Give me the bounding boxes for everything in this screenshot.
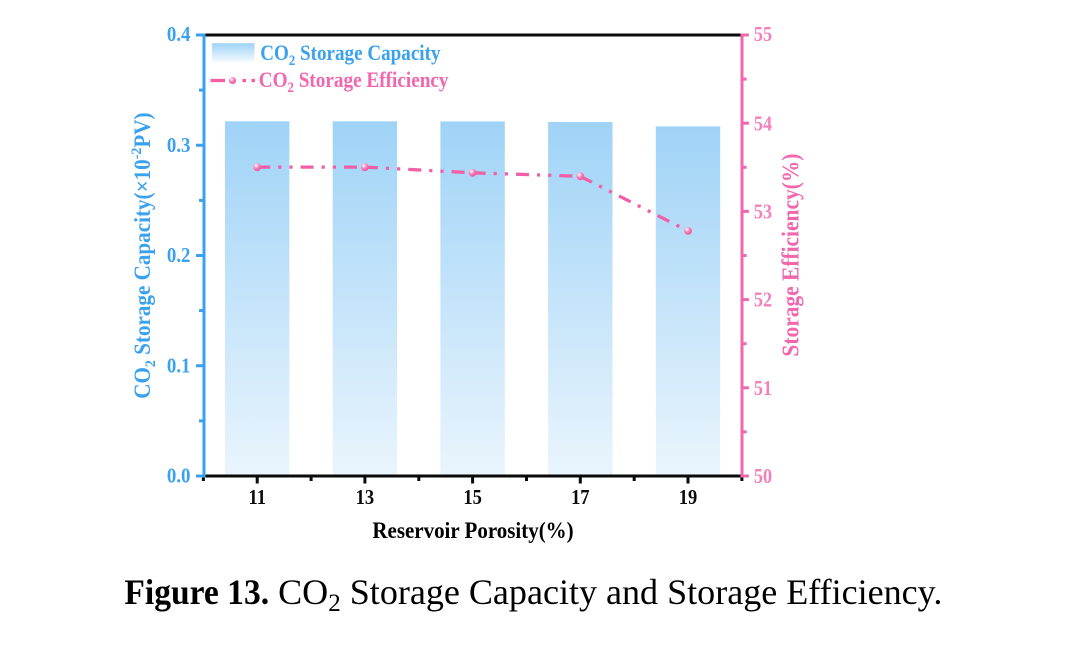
svg-text:0.4: 0.4 (167, 23, 191, 46)
svg-text:CO2 Storage Capacity(×10-2PV): CO2 Storage Capacity(×10-2PV) (128, 112, 159, 398)
svg-text:CO2 Storage Capacity: CO2 Storage Capacity (260, 39, 441, 69)
svg-text:CO2 Storage Efficiency: CO2 Storage Efficiency (259, 67, 449, 97)
svg-text:52: 52 (754, 288, 772, 312)
svg-text:CO2 Storage Capacity and Stora: CO2 Storage Capacity and Storage Efficie… (269, 572, 942, 617)
svg-text:0.0: 0.0 (167, 465, 191, 488)
svg-text:53: 53 (754, 200, 772, 224)
svg-text:0.3: 0.3 (167, 134, 191, 157)
svg-text:0.2: 0.2 (167, 244, 191, 267)
svg-text:15: 15 (463, 486, 481, 510)
svg-text:0.1: 0.1 (167, 354, 191, 377)
svg-text:50: 50 (754, 465, 772, 489)
svg-text:Reservoir Porosity(%): Reservoir Porosity(%) (372, 518, 573, 543)
svg-text:54: 54 (754, 112, 772, 136)
svg-text:Figure 13.: Figure 13. (124, 572, 269, 612)
svg-text:17: 17 (571, 486, 589, 510)
svg-text:51: 51 (754, 377, 772, 401)
svg-text:11: 11 (248, 486, 265, 510)
svg-text:Storage Efficiency(%): Storage Efficiency(%) (776, 154, 804, 357)
svg-text:13: 13 (356, 486, 374, 510)
svg-text:19: 19 (679, 486, 697, 510)
svg-text:55: 55 (754, 23, 772, 47)
